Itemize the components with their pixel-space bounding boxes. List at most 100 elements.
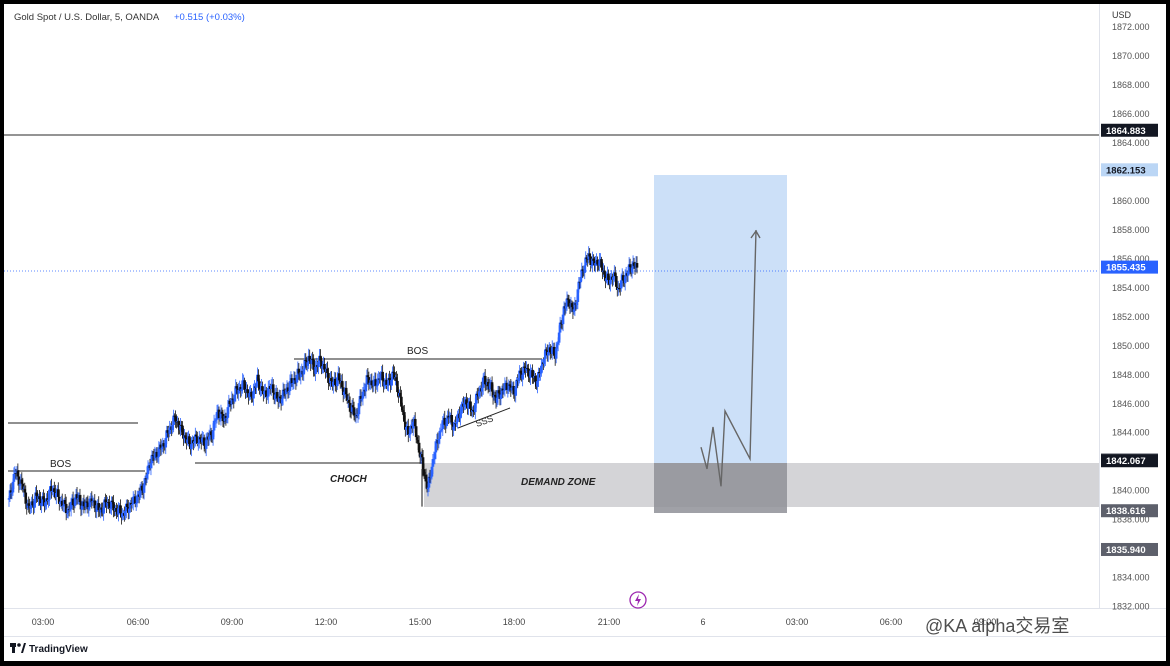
candle-body [372,379,376,386]
candle-body [44,502,47,507]
candle-body [80,505,84,510]
candle-body [99,507,102,513]
candle-body [437,438,441,444]
candle-body [213,420,217,422]
candles-group [7,246,639,525]
candle-body [337,373,341,381]
symbol-title[interactable]: Gold Spot / U.S. Dollar, 5, OANDA [14,12,160,23]
candle-body [567,299,571,307]
candle-body [207,436,211,440]
bos-mid-label: BOS [407,346,428,357]
candle-body [335,377,339,387]
projected-path[interactable] [700,229,757,487]
candle-body [506,389,510,391]
tradingview-brand[interactable]: TradingView [29,644,88,655]
sss-line[interactable] [457,407,511,429]
candle-body [273,394,277,400]
target-level-label[interactable]: 1864.883 [1106,126,1146,137]
lightning-icon[interactable] [629,591,647,609]
position-box[interactable] [654,175,787,463]
take-profit-label[interactable]: 1862.153 [1106,165,1146,176]
time-tick-2: 09:00 [221,617,244,627]
candle-body [368,382,372,385]
candle-body [225,417,229,419]
candle-body [374,379,378,387]
candle-body [82,501,86,507]
candle-body [455,422,458,424]
candle-body [456,414,459,423]
candle-body [577,281,581,290]
candle-body [360,398,364,400]
candle-body [488,383,492,390]
lower-level-label[interactable]: 1835.940 [1106,545,1146,556]
candle-body [61,505,65,507]
candle-body [140,485,144,491]
candle-body [127,508,131,513]
candle-body [450,415,453,423]
candle-body [295,374,299,383]
candle-body [601,267,604,273]
candle-body [73,497,77,506]
candle-body [217,409,221,419]
candle-body [404,421,407,430]
candle-body [150,454,154,464]
candle-body [240,388,243,391]
candle-body [8,490,12,499]
demand-top-label[interactable]: 1842.067 [1106,456,1146,467]
time-tick-9: 06:00 [880,617,903,627]
candle-body [253,386,256,391]
candle-body [219,411,223,419]
candle-body [108,502,111,509]
candle-body [344,387,348,395]
candle-body [145,474,149,479]
time-axis-pane[interactable] [4,608,1166,636]
candle-body [451,422,454,431]
candle-body [395,377,398,381]
candle-body [393,372,396,379]
candle-body [63,499,67,504]
candle-body [257,374,260,382]
candle-body [198,437,202,440]
candle-body [612,277,615,280]
candle-body [143,478,147,485]
current-price-label-bg [1101,260,1158,274]
candle-body [180,424,183,426]
candle-body [626,271,630,276]
candle-body [258,381,261,391]
candle-body [40,503,43,506]
candle-body [536,381,539,387]
plot-pane[interactable] [4,4,1099,608]
candle-body [34,492,37,500]
candle-body [495,397,499,403]
demand-zone-label: DEMAND ZONE [521,477,596,488]
candle-body [417,442,421,453]
candle-body [447,415,450,419]
candle-body [277,396,281,402]
candle-body [265,390,268,398]
candle-body [527,368,530,377]
time-tick-6: 21:00 [598,617,621,627]
candle-body [497,390,501,394]
candle-body [181,425,184,436]
candle-body [555,344,559,349]
candle-body [385,379,388,385]
candle-body [222,421,226,423]
candle-body [278,396,282,399]
candle-body [425,481,429,490]
candle-body [319,355,322,361]
candle-body [144,478,148,480]
candle-body [517,377,520,381]
candle-body [463,402,466,407]
candle-body [197,437,201,443]
candle-body [135,495,139,504]
stop-loss-label[interactable]: 1838.616 [1106,506,1146,517]
candle-body [552,346,556,356]
candle-body [416,439,420,443]
current-price-label[interactable]: 1855.435 [1106,263,1146,274]
candle-body [250,391,253,397]
candle-body [391,371,394,381]
candle-body [104,499,107,503]
candle-body [383,381,386,387]
candle-body [340,380,344,388]
